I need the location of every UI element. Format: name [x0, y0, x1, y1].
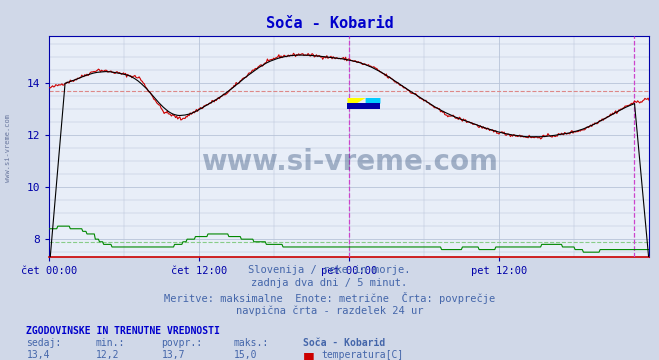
Text: ■: ■ — [303, 350, 315, 360]
Text: navpična črta - razdelek 24 ur: navpična črta - razdelek 24 ur — [236, 306, 423, 316]
Text: zadnja dva dni / 5 minut.: zadnja dva dni / 5 minut. — [251, 278, 408, 288]
Text: sedaj:: sedaj: — [26, 338, 61, 348]
Text: 13,4: 13,4 — [26, 350, 50, 360]
Bar — [347, 103, 380, 109]
Polygon shape — [347, 98, 366, 109]
Polygon shape — [366, 98, 380, 109]
Text: 12,2: 12,2 — [96, 350, 119, 360]
Text: 13,7: 13,7 — [161, 350, 185, 360]
Text: Soča - Kobarid: Soča - Kobarid — [303, 338, 386, 348]
Text: temperatura[C]: temperatura[C] — [322, 350, 404, 360]
Text: maks.:: maks.: — [234, 338, 269, 348]
Text: Soča - Kobarid: Soča - Kobarid — [266, 16, 393, 31]
Text: Meritve: maksimalne  Enote: metrične  Črta: povprečje: Meritve: maksimalne Enote: metrične Črta… — [164, 292, 495, 304]
Text: 15,0: 15,0 — [234, 350, 258, 360]
Text: min.:: min.: — [96, 338, 125, 348]
Text: ZGODOVINSKE IN TRENUTNE VREDNOSTI: ZGODOVINSKE IN TRENUTNE VREDNOSTI — [26, 326, 220, 336]
Text: povpr.:: povpr.: — [161, 338, 202, 348]
Text: www.si-vreme.com: www.si-vreme.com — [201, 148, 498, 176]
Text: Slovenija / reke in morje.: Slovenija / reke in morje. — [248, 265, 411, 275]
Text: www.si-vreme.com: www.si-vreme.com — [5, 114, 11, 181]
